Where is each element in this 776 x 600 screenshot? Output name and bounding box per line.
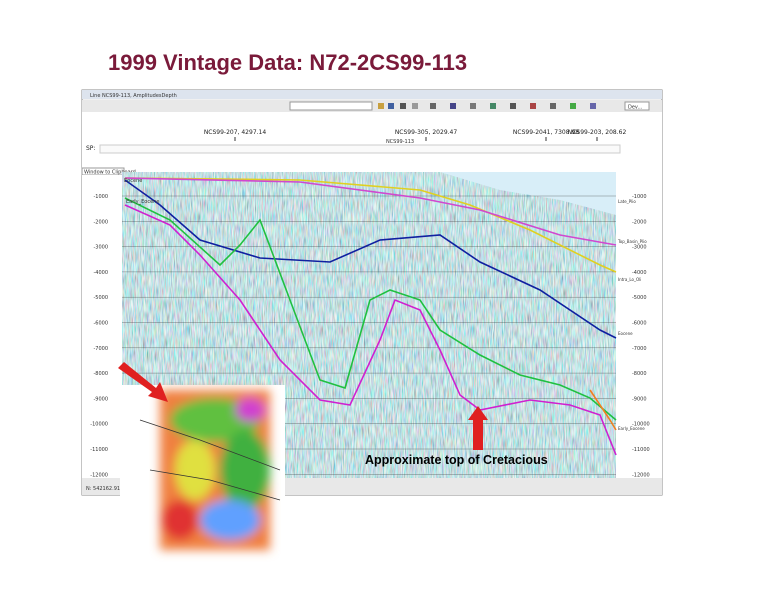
tie-label: NCS99-2041, 7308.98 — [513, 129, 579, 136]
line-label: NCS99-113 — [386, 139, 414, 145]
depth-label-left: -6000 — [93, 321, 108, 327]
depth-label-left: -10000 — [90, 422, 108, 428]
horizons — [124, 177, 617, 456]
depth-label-right: -2000 — [632, 219, 647, 225]
depth-label-right: -1000 — [632, 194, 647, 200]
horizon-label: Eocene — [618, 331, 633, 336]
depth-label-left: -8000 — [93, 371, 108, 377]
depth-label-right: -9000 — [632, 396, 647, 402]
depth-label-right: -11000 — [632, 447, 650, 453]
annotation: Approximate top of Cretacious — [365, 453, 548, 467]
dropdown[interactable] — [624, 101, 650, 111]
right-axis — [616, 172, 662, 478]
depth-label-left: -11000 — [90, 447, 108, 453]
inset-map — [120, 385, 285, 555]
horizon-label: Intra_Lo_Oli — [618, 277, 641, 282]
depth-label-left: -1000 — [93, 194, 108, 200]
depth-label-left: -3000 — [93, 245, 108, 251]
toolbar-icons[interactable] — [378, 103, 596, 109]
depth-label-right: -6000 — [632, 321, 647, 327]
title-bar — [82, 90, 662, 99]
sp-row — [99, 144, 621, 154]
tie-label: NCS99-305, 2029.47 — [395, 129, 458, 136]
left-axis — [82, 175, 122, 478]
horizon-label: Early_Eocene — [126, 199, 159, 205]
depth-label-right: -7000 — [632, 346, 647, 352]
depth-label-left: -4000 — [93, 270, 108, 276]
horizon-label: Early_Eocene — [618, 426, 645, 431]
window-title: Line NCS99-113, AmplitudesDepth — [90, 93, 177, 99]
horizon-label: Eocene — [124, 178, 142, 184]
tie-label: NCS99-207, 4297.14 — [204, 129, 267, 136]
depth-label-left: -2000 — [93, 219, 108, 225]
depth-label-left: -12000 — [90, 472, 108, 478]
depth-label-left: -5000 — [93, 295, 108, 301]
tie-label: NCS99-203, 208.62 — [568, 129, 627, 136]
sp-label: SP: — [86, 145, 95, 152]
depth-label-right: -3000 — [632, 245, 647, 251]
depth-label-right: -5000 — [632, 295, 647, 301]
depth-label-right: -4000 — [632, 270, 647, 276]
arrows — [118, 362, 488, 450]
combo[interactable] — [289, 101, 373, 111]
depth-label-right: -10000 — [632, 422, 650, 428]
slide-title: 1999 Vintage Data: N72-2CS99-113 — [108, 50, 468, 75]
depth-label-right: -12000 — [632, 472, 650, 478]
dropdown-label: Dev... — [628, 105, 643, 111]
depth-label-right: -8000 — [632, 371, 647, 377]
horizon-label: Top_Basin_Plio — [617, 239, 647, 244]
depth-label-left: -9000 — [93, 396, 108, 402]
depth-label-left: -7000 — [93, 346, 108, 352]
clipboard-label: Window to Clipboard — [84, 170, 136, 176]
horizon-label: Late_Plio — [618, 199, 636, 204]
header-area — [82, 112, 662, 172]
water — [440, 172, 616, 215]
